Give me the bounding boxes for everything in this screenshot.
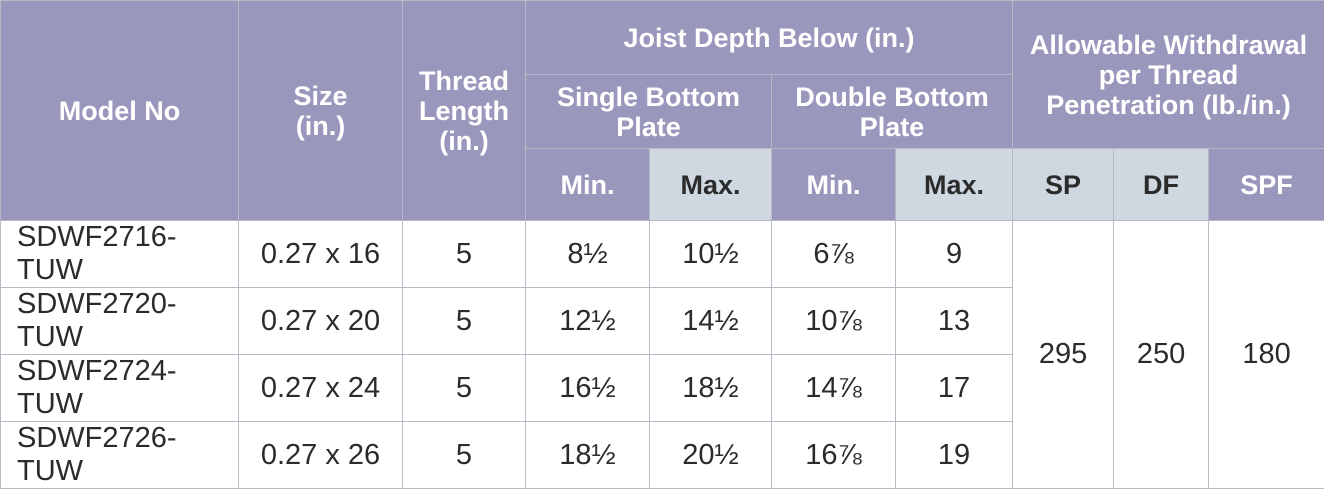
table-row: SDWF2716-TUW 0.27 x 16 5 8½ 10½ 6⅞ 9 295…	[1, 221, 1324, 288]
double-min-cell: 16⅞	[772, 422, 896, 489]
header-thread-length: Thread Length (in.)	[403, 1, 526, 221]
thread-length-cell: 5	[403, 288, 526, 355]
withdrawal-spf-cell: 180	[1209, 221, 1324, 489]
header-single-min: Min.	[526, 149, 650, 221]
double-max-cell: 19	[896, 422, 1013, 489]
size-cell: 0.27 x 26	[239, 422, 403, 489]
size-cell: 0.27 x 20	[239, 288, 403, 355]
header-double-bottom-plate: Double Bottom Plate	[772, 75, 1013, 149]
header-joist-depth: Joist Depth Below (in.)	[526, 1, 1013, 75]
header-model-no: Model No	[1, 1, 239, 221]
single-min-cell: 18½	[526, 422, 650, 489]
model-cell: SDWF2716-TUW	[1, 221, 239, 288]
thread-length-cell: 5	[403, 355, 526, 422]
double-max-cell: 13	[896, 288, 1013, 355]
single-min-cell: 12½	[526, 288, 650, 355]
size-cell: 0.27 x 24	[239, 355, 403, 422]
header-sp: SP	[1013, 149, 1114, 221]
single-min-cell: 8½	[526, 221, 650, 288]
single-min-cell: 16½	[526, 355, 650, 422]
double-max-cell: 17	[896, 355, 1013, 422]
header-single-max: Max.	[650, 149, 772, 221]
double-min-cell: 10⅞	[772, 288, 896, 355]
double-min-cell: 14⅞	[772, 355, 896, 422]
model-cell: SDWF2720-TUW	[1, 288, 239, 355]
single-max-cell: 20½	[650, 422, 772, 489]
thread-length-cell: 5	[403, 422, 526, 489]
double-max-cell: 9	[896, 221, 1013, 288]
header-df: DF	[1114, 149, 1209, 221]
withdrawal-df-cell: 250	[1114, 221, 1209, 489]
model-cell: SDWF2726-TUW	[1, 422, 239, 489]
thread-length-cell: 5	[403, 221, 526, 288]
withdrawal-sp-cell: 295	[1013, 221, 1114, 489]
header-size: Size (in.)	[239, 1, 403, 221]
single-max-cell: 10½	[650, 221, 772, 288]
size-cell: 0.27 x 16	[239, 221, 403, 288]
header-double-max: Max.	[896, 149, 1013, 221]
header-spf: SPF	[1209, 149, 1324, 221]
model-cell: SDWF2724-TUW	[1, 355, 239, 422]
header-single-bottom-plate: Single Bottom Plate	[526, 75, 772, 149]
header-double-min: Min.	[772, 149, 896, 221]
single-max-cell: 14½	[650, 288, 772, 355]
single-max-cell: 18½	[650, 355, 772, 422]
header-allowable-withdrawal: Allowable Withdrawal per Thread Penetrat…	[1013, 1, 1324, 149]
double-min-cell: 6⅞	[772, 221, 896, 288]
